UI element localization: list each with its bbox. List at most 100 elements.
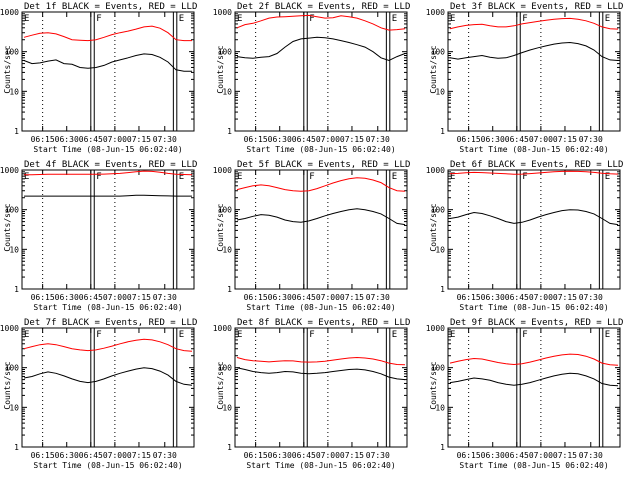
x-tick-label: 07:00 bbox=[529, 135, 553, 144]
x-tick-label: 06:15 bbox=[31, 451, 55, 460]
x-tick-label: 07:00 bbox=[103, 135, 127, 144]
x-tick-label: 06:45 bbox=[79, 451, 103, 460]
series-line-lld bbox=[236, 356, 406, 366]
x-tick-label: 06:15 bbox=[457, 293, 481, 302]
x-tick-label: 06:30 bbox=[268, 451, 292, 460]
marker-label: E bbox=[24, 14, 29, 24]
panel-title: Det 2f BLACK = Events, RED = LLD bbox=[237, 2, 410, 12]
plot-frame bbox=[234, 169, 408, 290]
series-line-events bbox=[236, 367, 406, 381]
x-tick-label: 06:30 bbox=[268, 293, 292, 302]
x-tick-label: 06:45 bbox=[505, 293, 529, 302]
marker-label: F bbox=[96, 330, 101, 340]
y-axis-label: Counts/sec bbox=[429, 203, 438, 251]
series-line-lld bbox=[23, 25, 192, 42]
y-tick-label: 100 bbox=[431, 48, 446, 57]
series-line-events bbox=[449, 372, 619, 387]
marker-label: E bbox=[450, 330, 455, 340]
y-tick-label: 1 bbox=[227, 127, 232, 136]
y-tick-label: 1000 bbox=[426, 166, 445, 175]
y-tick-label: 1000 bbox=[426, 324, 445, 333]
series-line-lld bbox=[24, 170, 193, 176]
y-tick-label: 10 bbox=[435, 87, 445, 96]
y-tick-label: 100 bbox=[218, 206, 233, 215]
y-axis-label: Counts/sec bbox=[3, 45, 12, 93]
series-line-lld bbox=[236, 14, 406, 31]
y-tick-label: 100 bbox=[218, 364, 233, 373]
x-tick-label: 07:15 bbox=[127, 293, 151, 302]
y-tick-label: 1000 bbox=[0, 166, 19, 175]
y-tick-label: 10 bbox=[9, 87, 19, 96]
panel-det-9: Det 9f BLACK = Events, RED = LLD 1000 100 1… bbox=[426, 318, 624, 470]
marker-label: E bbox=[179, 330, 184, 340]
x-axis-label: Start Time (08-Jun-15 06:02:40) bbox=[246, 461, 395, 470]
marker-label: E bbox=[605, 330, 610, 340]
y-tick-label: 1000 bbox=[213, 166, 232, 175]
x-tick-label: 07:15 bbox=[340, 451, 364, 460]
y-axis-label: Counts/sec bbox=[429, 361, 438, 409]
x-tick-label: 07:30 bbox=[153, 293, 177, 302]
x-tick-label: 07:30 bbox=[579, 135, 603, 144]
y-tick-label: 10 bbox=[222, 245, 232, 254]
plot-frame bbox=[234, 327, 408, 448]
panel-det-2: Det 2f BLACK = Events, RED = LLD 1000 100 1… bbox=[213, 2, 411, 154]
series-line-lld bbox=[449, 353, 619, 366]
panel-title: Det 9f BLACK = Events, RED = LLD bbox=[450, 318, 623, 328]
marker-label: F bbox=[309, 330, 314, 340]
y-tick-label: 10 bbox=[222, 87, 232, 96]
y-tick-label: 10 bbox=[9, 403, 19, 412]
x-tick-label: 06:15 bbox=[31, 135, 55, 144]
x-tick-label: 07:00 bbox=[103, 293, 127, 302]
marker-label: E bbox=[392, 330, 397, 340]
marker-label: E bbox=[450, 14, 455, 24]
y-axis-label: Counts/sec bbox=[3, 203, 12, 251]
panel-title: Det 6f BLACK = Events, RED = LLD bbox=[450, 160, 623, 170]
marker-label: F bbox=[522, 14, 527, 24]
marker-label: F bbox=[522, 172, 527, 182]
marker-label: E bbox=[179, 14, 184, 24]
y-tick-label: 1 bbox=[14, 285, 19, 294]
marker-label: E bbox=[179, 172, 184, 182]
y-tick-label: 100 bbox=[431, 364, 446, 373]
x-tick-label: 06:15 bbox=[244, 451, 268, 460]
y-tick-label: 10 bbox=[9, 245, 19, 254]
x-tick-label: 07:15 bbox=[553, 293, 577, 302]
series-line-lld bbox=[449, 170, 619, 175]
x-tick-label: 07:15 bbox=[127, 135, 151, 144]
marker-label: F bbox=[522, 330, 527, 340]
plot-frame bbox=[447, 327, 621, 448]
y-tick-label: 1000 bbox=[0, 8, 19, 17]
panel-det-4: Det 4f BLACK = Events, RED = LLD 1000 100 1… bbox=[0, 160, 197, 312]
x-tick-label: 07:15 bbox=[127, 451, 151, 460]
panel-det-5: Det 5f BLACK = Events, RED = LLD 1000 100 1… bbox=[213, 160, 411, 312]
x-axis-label: Start Time (08-Jun-15 06:02:40) bbox=[246, 145, 395, 154]
series-line-events bbox=[23, 53, 192, 72]
y-tick-label: 100 bbox=[5, 206, 20, 215]
y-axis-label: Counts/sec bbox=[3, 361, 12, 409]
marker-label: E bbox=[24, 330, 29, 340]
panel-det-3: Det 3f BLACK = Events, RED = LLD 1000 100 1… bbox=[426, 2, 624, 154]
y-tick-label: 100 bbox=[5, 364, 20, 373]
x-tick-label: 07:30 bbox=[366, 293, 390, 302]
marker-label: E bbox=[450, 172, 455, 182]
series-line-events bbox=[236, 36, 406, 62]
marker-label: F bbox=[96, 172, 101, 182]
x-tick-label: 06:45 bbox=[292, 135, 316, 144]
y-tick-label: 1000 bbox=[0, 324, 19, 333]
x-tick-label: 07:00 bbox=[529, 293, 553, 302]
x-tick-label: 07:15 bbox=[340, 293, 364, 302]
panel-title: Det 5f BLACK = Events, RED = LLD bbox=[237, 160, 410, 170]
x-axis-label: Start Time (08-Jun-15 06:02:40) bbox=[459, 461, 608, 470]
x-tick-label: 06:45 bbox=[79, 293, 103, 302]
x-axis-label: Start Time (08-Jun-15 06:02:40) bbox=[33, 145, 182, 154]
x-tick-label: 06:30 bbox=[268, 135, 292, 144]
panel-det-8: Det 8f BLACK = Events, RED = LLD 1000 100 1… bbox=[213, 318, 411, 470]
plot-frame bbox=[447, 169, 621, 290]
x-tick-label: 07:30 bbox=[366, 135, 390, 144]
y-tick-label: 1000 bbox=[213, 8, 232, 17]
x-tick-label: 06:45 bbox=[505, 135, 529, 144]
x-tick-label: 07:00 bbox=[316, 293, 340, 302]
marker-label: E bbox=[392, 172, 397, 182]
x-axis-label: Start Time (08-Jun-15 06:02:40) bbox=[459, 303, 608, 312]
panel-det-7: Det 7f BLACK = Events, RED = LLD 1000 100 1… bbox=[0, 318, 197, 470]
